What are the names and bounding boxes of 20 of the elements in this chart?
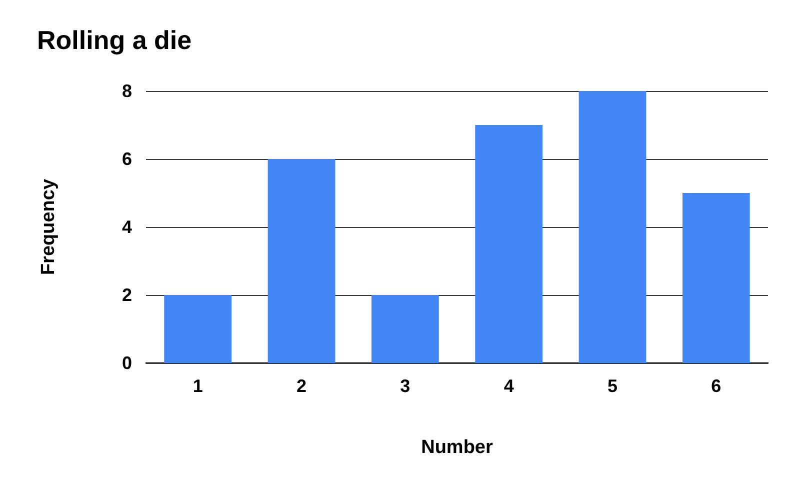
x-tick-label: 4	[504, 376, 514, 396]
bar	[578, 91, 646, 363]
y-tick-label: 8	[122, 81, 132, 101]
bar	[268, 159, 336, 363]
bar	[475, 125, 543, 363]
x-tick-label: 3	[400, 376, 410, 396]
bar	[682, 193, 750, 363]
x-tick-label: 1	[192, 376, 203, 396]
y-tick-label: 6	[122, 149, 132, 169]
y-tick-label: 4	[122, 217, 132, 237]
y-tick-label: 2	[122, 285, 132, 305]
bar	[164, 295, 232, 363]
x-tick-label: 2	[296, 376, 307, 396]
y-axis-title: Frequency	[38, 178, 59, 276]
y-tick-label: 0	[122, 353, 132, 373]
chart-title: Rolling a die	[37, 25, 192, 55]
x-tick-label: 6	[711, 376, 722, 396]
x-tick-label: 5	[607, 376, 618, 396]
bar	[371, 295, 439, 363]
x-axis-title: Number	[421, 437, 494, 458]
